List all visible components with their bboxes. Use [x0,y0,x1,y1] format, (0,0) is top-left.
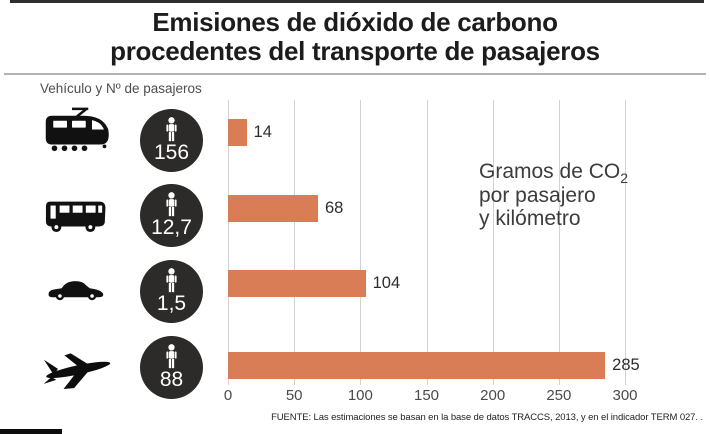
unit-note-line1: Gramos de CO [479,160,621,183]
passenger-circle-plane: 88 [140,336,203,399]
unit-note: Gramos de CO2 por pasajero y kilómetro [479,160,628,231]
gridline [558,100,560,385]
car-icon [46,277,106,302]
gridline [492,100,494,385]
bar-train [228,119,247,146]
bar-value-label: 14 [253,123,272,141]
bar-row-bus: 68 [228,195,343,222]
bar-row-car: 104 [228,270,400,297]
plot-area: 14 68 104 285 0 50 100 150 200 250 300 [224,100,640,404]
gridline [625,100,626,385]
gridline [228,100,229,385]
bar-row-train: 14 [228,119,272,146]
x-tick-label: 100 [347,387,373,404]
x-tick-label: 250 [546,387,572,404]
passenger-count: 1,5 [156,292,187,315]
x-tick-label: 50 [285,387,303,404]
gridline [360,100,362,385]
passenger-count: 88 [159,368,184,391]
passenger-circle-car: 1,5 [140,260,203,323]
bottom-rule [0,429,62,434]
bus-icon [43,199,109,233]
top-rule [10,0,704,3]
bar-bus [228,195,318,222]
x-tick-label: 150 [413,387,440,404]
plane-icon [40,347,112,391]
separator-line [4,73,706,75]
passenger-count: 156 [153,141,190,164]
passenger-circle-bus: 12,7 [140,184,203,247]
unit-note-line2: por pasajero [479,183,596,207]
x-tick-label: 300 [612,387,638,404]
source-note: FUENTE: Las estimaciones se basan en la … [271,412,703,423]
bar-value-label: 285 [612,356,640,374]
bar-row-plane: 285 [228,352,640,379]
gridline [426,100,428,385]
bar-value-label: 104 [372,274,401,292]
y-axis-title: Vehículo y Nº de pasajeros [40,81,202,96]
chart-title-line2: procedentes del transporte de pasajeros [110,36,600,66]
unit-note-line3: y kilómetro [479,207,581,230]
bar-value-label: 68 [324,199,344,217]
bar-car [228,270,366,297]
train-icon [42,107,112,152]
chart-title: Emisiones de dióxido de carbono proceden… [0,8,710,66]
bar-plane [228,352,606,379]
x-tick-label: 0 [223,387,233,404]
passenger-circle-train: 156 [140,109,203,172]
co2-subscript: 2 [620,170,629,187]
person-icon [166,192,177,217]
gridline [294,100,296,385]
chart-title-line1: Emisiones de dióxido de carbono [152,7,558,37]
person-icon [166,117,177,142]
passenger-count: 12,7 [151,216,192,239]
x-tick-label: 200 [480,387,506,404]
person-icon [166,268,177,293]
person-icon [166,344,177,369]
